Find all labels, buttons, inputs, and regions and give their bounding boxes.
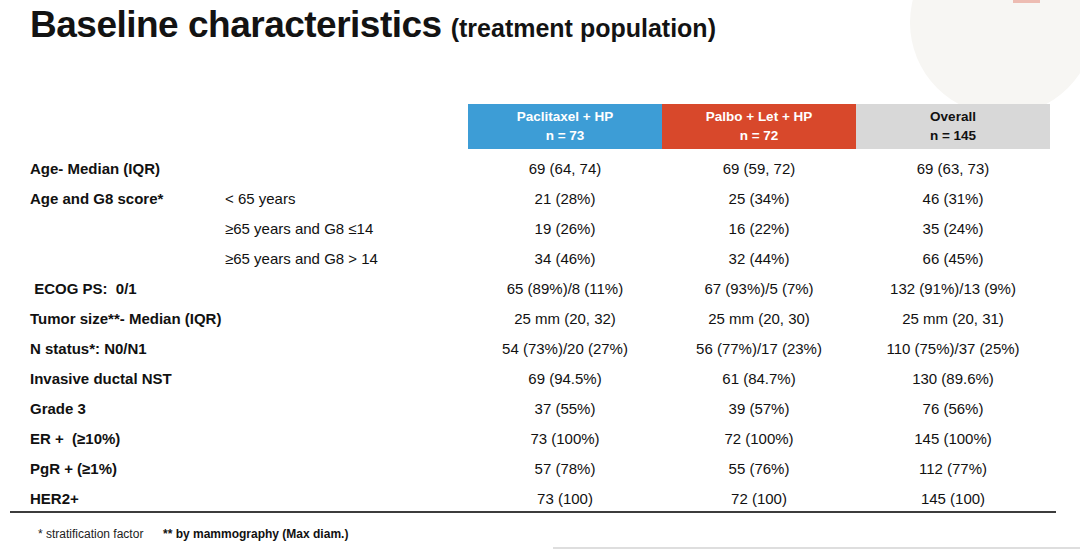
cell-paclitaxel: 25 mm (20, 32) (468, 310, 662, 327)
cell-overall: 145 (100%) (856, 430, 1050, 447)
cell-palbo: 72 (100%) (662, 430, 856, 447)
page-title: Baseline characteristics (treatment popul… (30, 4, 716, 46)
table-row-er-positive: ER + (≥10%) 73 (100%) 72 (100%) 145 (100… (0, 423, 1080, 453)
cell-palbo: 25 (34%) (662, 190, 856, 207)
table-row-invasive-ductal: Invasive ductal NST 69 (94.5%) 61 (84.7%… (0, 363, 1080, 393)
cell-paclitaxel: 73 (100) (468, 490, 662, 507)
cell-palbo: 16 (22%) (662, 220, 856, 237)
cell-paclitaxel: 37 (55%) (468, 400, 662, 417)
cell-overall: 66 (45%) (856, 250, 1050, 267)
cell-paclitaxel: 54 (73%)/20 (27%) (468, 340, 662, 357)
table-row-ecog: ECOG PS: 0/1 65 (89%)/8 (11%) 67 (93%)/5… (0, 273, 1080, 303)
table-row-age-g8-gt14: ≥65 years and G8 > 14 34 (46%) 32 (44%) … (0, 243, 1080, 273)
cell-paclitaxel: 34 (46%) (468, 250, 662, 267)
cell-overall: 46 (31%) (856, 190, 1050, 207)
row-label: HER2+ (0, 490, 225, 507)
row-sublabel: ≥65 years and G8 ≤14 (225, 220, 468, 237)
row-sublabel: ≥65 years and G8 > 14 (225, 250, 468, 267)
cell-overall: 130 (89.6%) (856, 370, 1050, 387)
column-header-overall: Overall n = 145 (856, 104, 1050, 149)
table-body: Age- Median (IQR) 69 (64, 74) 69 (59, 72… (0, 153, 1080, 513)
cell-palbo: 39 (57%) (662, 400, 856, 417)
row-label: Age and G8 score* (0, 190, 225, 207)
cell-paclitaxel: 69 (94.5%) (468, 370, 662, 387)
column-n: n = 72 (740, 127, 779, 145)
column-title: Overall (930, 108, 976, 126)
cell-overall: 110 (75%)/37 (25%) (856, 340, 1050, 357)
cell-palbo: 69 (59, 72) (662, 160, 856, 177)
table-row-grade3: Grade 3 37 (55%) 39 (57%) 76 (56%) (0, 393, 1080, 423)
column-n: n = 145 (930, 127, 976, 145)
row-label: N status*: N0/N1 (0, 340, 225, 357)
cell-paclitaxel: 69 (64, 74) (468, 160, 662, 177)
table-row-n-status: N status*: N0/N1 54 (73%)/20 (27%) 56 (7… (0, 333, 1080, 363)
table-row-tumor-size: Tumor size**- Median (IQR) 25 mm (20, 32… (0, 303, 1080, 333)
column-n: n = 73 (546, 127, 585, 145)
row-label: Tumor size**- Median (IQR) (0, 310, 225, 327)
cell-palbo: 32 (44%) (662, 250, 856, 267)
column-title: Paclitaxel + HP (517, 108, 613, 126)
cell-paclitaxel: 19 (26%) (468, 220, 662, 237)
row-label: Age- Median (IQR) (0, 160, 225, 177)
table-bottom-rule (10, 511, 1056, 513)
row-label: ECOG PS: 0/1 (0, 280, 225, 297)
footnotes: * stratification factor ** by mammograph… (0, 527, 1080, 547)
cell-palbo: 72 (100) (662, 490, 856, 507)
cell-overall: 35 (24%) (856, 220, 1050, 237)
bottom-edge-divider (553, 547, 1080, 549)
column-title: Palbo + Let + HP (706, 108, 813, 126)
cell-palbo: 56 (77%)/17 (23%) (662, 340, 856, 357)
column-header-palbo-let: Palbo + Let + HP n = 72 (662, 104, 856, 149)
cell-palbo: 61 (84.7%) (662, 370, 856, 387)
page-title-main: Baseline characteristics (30, 4, 442, 45)
column-header-paclitaxel: Paclitaxel + HP n = 73 (468, 104, 662, 149)
row-label: ER + (≥10%) (0, 430, 225, 447)
table-row-age-g8-le14: ≥65 years and G8 ≤14 19 (26%) 16 (22%) 3… (0, 213, 1080, 243)
row-sublabel: < 65 years (225, 190, 468, 207)
cell-paclitaxel: 21 (28%) (468, 190, 662, 207)
cell-overall: 145 (100) (856, 490, 1050, 507)
cell-palbo: 55 (76%) (662, 460, 856, 477)
cropped-logo-fragment (1013, 0, 1040, 3)
row-label: PgR + (≥1%) (0, 460, 225, 477)
row-label: Invasive ductal NST (0, 370, 225, 387)
table-row-age-median: Age- Median (IQR) 69 (64, 74) 69 (59, 72… (0, 153, 1080, 183)
slide: Baseline characteristics (treatment popul… (0, 0, 1080, 550)
cell-paclitaxel: 57 (78%) (468, 460, 662, 477)
footnote-stratification: * stratification factor (38, 527, 143, 541)
table-row-her2-positive: HER2+ 73 (100) 72 (100) 145 (100) (0, 483, 1080, 513)
footnote-mammography: ** by mammography (Max diam.) (163, 527, 348, 541)
page-title-suffix: (treatment population) (451, 14, 716, 42)
cell-overall: 112 (77%) (856, 460, 1050, 477)
cell-overall: 76 (56%) (856, 400, 1050, 417)
table-header: Paclitaxel + HP n = 73 Palbo + Let + HP … (468, 104, 1050, 149)
table-row-pgr-positive: PgR + (≥1%) 57 (78%) 55 (76%) 112 (77%) (0, 453, 1080, 483)
faded-logo-watermark (910, 0, 1080, 115)
cell-paclitaxel: 65 (89%)/8 (11%) (468, 280, 662, 297)
table-row-age-g8-lt65: Age and G8 score* < 65 years 21 (28%) 25… (0, 183, 1080, 213)
cell-palbo: 25 mm (20, 30) (662, 310, 856, 327)
cell-palbo: 67 (93%)/5 (7%) (662, 280, 856, 297)
row-label: Grade 3 (0, 400, 225, 417)
cell-paclitaxel: 73 (100%) (468, 430, 662, 447)
cell-overall: 25 mm (20, 31) (856, 310, 1050, 327)
cell-overall: 69 (63, 73) (856, 160, 1050, 177)
cell-overall: 132 (91%)/13 (9%) (856, 280, 1050, 297)
